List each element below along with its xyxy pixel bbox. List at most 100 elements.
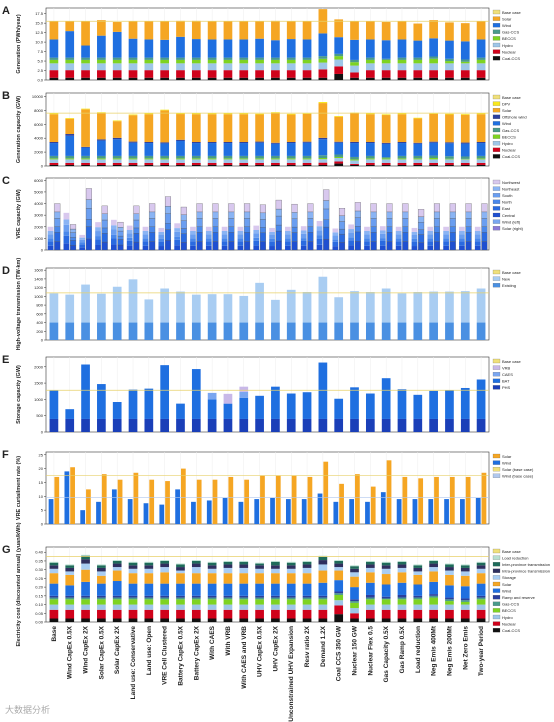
y-tick-label: 0	[41, 164, 44, 169]
bar-segment-solar	[413, 574, 423, 585]
legend-swatch	[492, 562, 501, 567]
bar-segment-coal-ccs	[302, 164, 312, 166]
bar-segment-offshore-wind	[176, 139, 185, 141]
bar-segment-solar	[286, 21, 296, 40]
bar-segment-beccs	[286, 599, 296, 605]
bar-segment-beccs	[207, 59, 217, 64]
bar-segment-dpv	[239, 113, 249, 115]
bar-segment-solar	[228, 241, 235, 251]
bar-segment-wind	[474, 241, 481, 246]
bar-segment-solar	[70, 224, 77, 230]
bar-segment-coal-ccs	[381, 618, 391, 622]
bar-segment-solar	[112, 570, 122, 582]
bar-segment-hydro	[239, 604, 249, 610]
bar-segment-solar	[101, 233, 108, 243]
legend-label: Gas-CCS	[502, 30, 519, 35]
bar-segment-existing	[160, 322, 170, 340]
bar-segment-hydro	[413, 63, 423, 71]
bar-segment-solar	[302, 573, 312, 584]
bar-segment-ramp-and-reserve	[176, 595, 185, 598]
bar-segment-hydro	[350, 608, 359, 614]
legend-label: Offshore wind	[502, 115, 527, 120]
bar-segment-coal-ccs	[302, 618, 312, 622]
bar-segment-gas-ccs	[445, 599, 454, 602]
bar-segment-wind	[79, 244, 86, 248]
bar-segment-solar	[196, 218, 203, 227]
bar-segment-hydro	[365, 159, 375, 163]
bar-segment-bat	[334, 398, 344, 419]
bar-segment-solar	[49, 114, 59, 143]
bar-segment-wind	[332, 241, 339, 247]
bar-segment-gas-ccs	[97, 57, 106, 60]
bar-segment-solar	[449, 241, 456, 251]
bar-segment-inter-province-transmission	[286, 562, 296, 566]
x-category-label: Base	[51, 626, 58, 642]
legend-label: Solar	[502, 16, 512, 21]
bar-segment-new	[397, 293, 407, 323]
bar-segment-bat	[223, 403, 233, 419]
bar-segment-hydro	[381, 604, 391, 610]
bar-segment-gas-ccs	[334, 154, 344, 157]
bar-solar	[434, 476, 439, 524]
bar-segment-hydro	[49, 604, 59, 610]
bar-segment-wind	[160, 583, 170, 596]
bar-segment-inter-province-transmission	[207, 562, 217, 566]
bar-segment-wind	[174, 223, 180, 229]
legend-label: BECCS	[502, 608, 516, 613]
bar-segment-beccs	[413, 59, 423, 64]
bar-segment-solar	[191, 573, 201, 584]
bar-segment-load-reduction	[112, 560, 122, 561]
bar-segment-solar	[133, 227, 140, 234]
bar-segment-solar	[112, 22, 122, 32]
bar-segment-wind	[239, 583, 249, 596]
bar-segment-hydro	[397, 63, 407, 71]
bar-segment-solar	[307, 203, 314, 213]
bar-segment-gas-ccs	[381, 157, 391, 159]
bar-segment-wind	[81, 147, 90, 156]
bar-segment-coal-ccs	[49, 77, 59, 80]
bar-segment-beccs	[160, 158, 170, 160]
bar-segment-solar	[397, 572, 407, 583]
y-tick-label: 5000	[34, 189, 44, 194]
bar-segment-gas-ccs	[302, 155, 312, 159]
bar-segment-nuclear	[112, 609, 122, 619]
bar-segment-solar	[433, 241, 440, 251]
bar-segment-hydro	[460, 159, 470, 163]
legend-label: Wind	[502, 460, 511, 465]
bar-segment-gas-ccs	[128, 597, 138, 600]
bar-segment-nuclear	[191, 70, 201, 78]
y-tick-label: 5	[41, 508, 44, 513]
bar-segment-beccs	[334, 594, 344, 601]
bar-segment-solar	[117, 221, 124, 228]
bar-segment-solar	[149, 203, 156, 213]
bar-segment-offshore-wind	[255, 141, 264, 143]
bar-segment-wind	[348, 237, 355, 241]
bar-segment-hydro	[81, 604, 90, 610]
bar-segment-solar	[97, 575, 106, 584]
legend-label: East	[502, 206, 511, 211]
bar-segment-solar	[334, 19, 344, 38]
bar-segment-ramp-and-reserve	[429, 594, 438, 596]
y-tick-label: 0.05	[35, 611, 44, 616]
bar-segment-gas-ccs	[302, 57, 312, 60]
bar-segment-coal-ccs	[81, 618, 90, 622]
bar-solar	[355, 474, 360, 524]
bar-segment-load-reduction	[476, 561, 486, 563]
bar-segment-coal-ccs	[271, 618, 280, 622]
bar-segment-wind	[474, 234, 481, 239]
bar-segment-hydro	[97, 604, 106, 610]
bar-segment-solar	[465, 218, 472, 227]
bar-segment-solar	[433, 218, 440, 227]
y-axis-label: VRE curtailment rate (%)	[16, 456, 22, 520]
bar-segment-solar	[49, 573, 59, 584]
bar-segment-solar	[323, 226, 330, 240]
bar-segment-beccs	[128, 59, 138, 64]
bar-wind	[238, 501, 244, 524]
legend-label: Wind (base case)	[502, 474, 534, 479]
bar-segment-existing	[429, 322, 438, 340]
bar-segment-wind	[176, 36, 185, 58]
legend-label: Solar (right)	[502, 226, 524, 231]
bar-segment-coal-ccs	[318, 618, 328, 622]
bar-segment-solar	[339, 233, 346, 243]
bar-solar	[481, 472, 487, 524]
